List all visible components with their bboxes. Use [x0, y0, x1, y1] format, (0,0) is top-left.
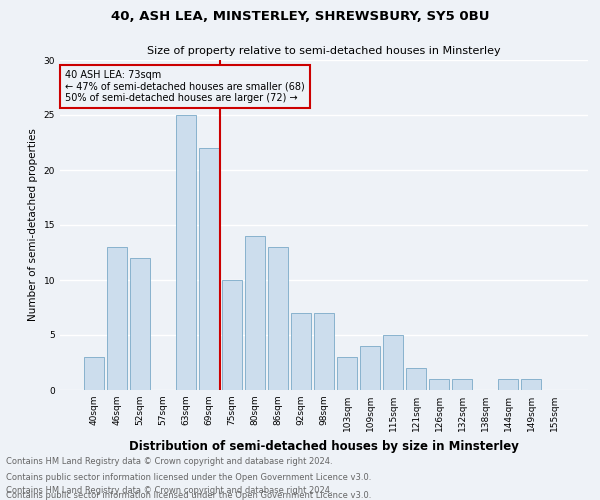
Bar [222, 280, 242, 390]
Bar [406, 368, 426, 390]
Text: Contains HM Land Registry data © Crown copyright and database right 2024.: Contains HM Land Registry data © Crown c… [6, 458, 332, 466]
Bar [383, 335, 403, 390]
Bar [268, 247, 288, 390]
Bar [452, 379, 472, 390]
Text: Contains public sector information licensed under the Open Government Licence v3: Contains public sector information licen… [6, 491, 371, 500]
Text: 40 ASH LEA: 73sqm
← 47% of semi-detached houses are smaller (68)
50% of semi-det: 40 ASH LEA: 73sqm ← 47% of semi-detached… [65, 70, 305, 103]
Bar [84, 357, 104, 390]
Bar [107, 247, 127, 390]
X-axis label: Distribution of semi-detached houses by size in Minsterley: Distribution of semi-detached houses by … [129, 440, 519, 452]
Bar [337, 357, 357, 390]
Bar [499, 379, 518, 390]
Bar [291, 313, 311, 390]
Text: 40, ASH LEA, MINSTERLEY, SHREWSBURY, SY5 0BU: 40, ASH LEA, MINSTERLEY, SHREWSBURY, SY5… [111, 10, 489, 23]
Bar [199, 148, 218, 390]
Bar [245, 236, 265, 390]
Y-axis label: Number of semi-detached properties: Number of semi-detached properties [28, 128, 38, 322]
Text: Contains public sector information licensed under the Open Government Licence v3: Contains public sector information licen… [6, 472, 371, 482]
Text: Contains HM Land Registry data © Crown copyright and database right 2024.: Contains HM Land Registry data © Crown c… [6, 486, 332, 495]
Title: Size of property relative to semi-detached houses in Minsterley: Size of property relative to semi-detach… [147, 46, 501, 56]
Bar [360, 346, 380, 390]
Bar [430, 379, 449, 390]
Bar [176, 115, 196, 390]
Bar [314, 313, 334, 390]
Bar [521, 379, 541, 390]
Bar [130, 258, 149, 390]
